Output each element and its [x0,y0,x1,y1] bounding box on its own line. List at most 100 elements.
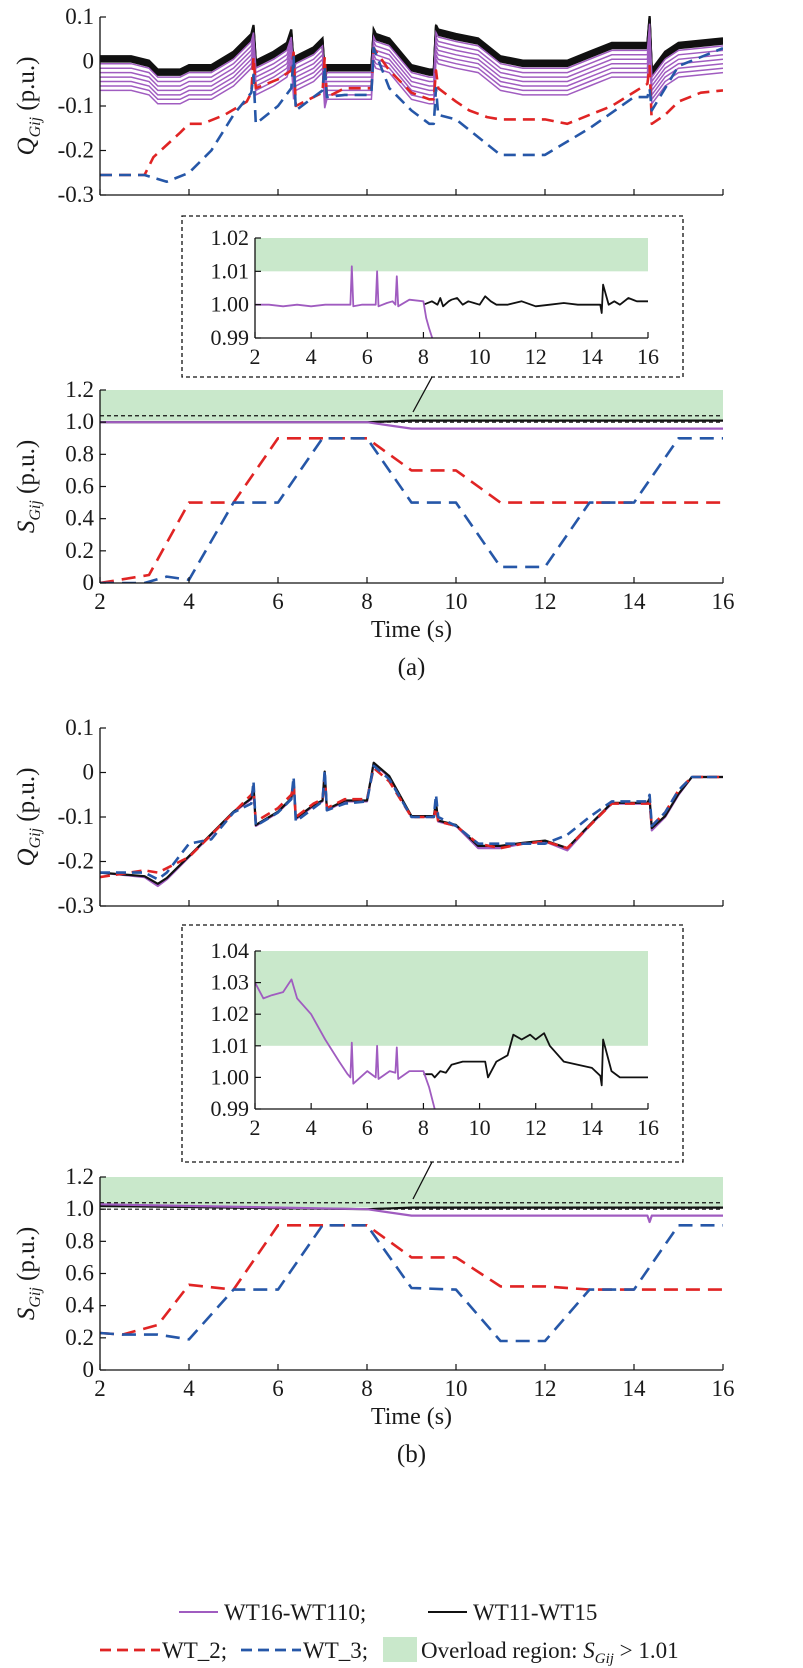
y-axis-label: SGij (p.u.) [13,440,44,533]
series-wt11_wt15 [100,761,723,885]
inset-connector-a [412,376,433,413]
series-wt16_wt110 [100,1203,723,1224]
legend-label-wt-3: WT_3; [303,1638,368,1663]
series-wt_3 [100,1224,723,1343]
legend-label-overload: Overload region: SGij > 1.01 [421,1638,679,1667]
series-wt16_wt110 [100,23,723,82]
y-label-sub: Gij [27,1287,44,1308]
overload-region [255,238,648,272]
y-tick-label: 0.6 [65,474,94,499]
x-tick-label: 14 [581,344,603,369]
y-tick-label: 0 [83,760,95,785]
x-tick-label: 16 [712,1376,735,1401]
y-tick-label: 0.6 [65,1261,94,1286]
panel-label: (b) [397,1441,426,1468]
y-axis-label: QGij (p.u.) [13,768,44,867]
y-tick-label: 1.00 [211,292,250,317]
y-tick-label: -0.3 [58,893,94,918]
x-tick-label: 16 [712,589,735,614]
legend-label-wt-2: WT_2; [162,1638,227,1663]
x-tick-label: 6 [362,1115,373,1140]
series-group [100,419,723,583]
y-tick-label: 0 [83,1357,95,1382]
series-group [100,761,723,888]
x-tick-label: 8 [418,344,429,369]
x-tick-label: 6 [272,1376,284,1401]
x-tick-label: 16 [637,344,659,369]
x-tick-label: 14 [623,589,647,614]
y-label-unit: (p.u.) [13,768,40,828]
inset-frame-a [181,215,684,378]
x-tick-label: 12 [534,1376,557,1401]
y-tick-label: 0.8 [65,441,94,466]
y-label-sub: Gij [27,500,44,521]
y-label-sub: Gij [27,116,44,137]
y-label-var: Q [13,137,40,155]
y-tick-label: 0.1 [65,715,94,740]
x-tick-label: 10 [445,589,468,614]
x-tick-label: 10 [469,1115,491,1140]
y-tick-label: 1.00 [211,1064,250,1089]
legend-overload-sub: Gij [595,1651,614,1667]
x-tick-label: 4 [183,1376,195,1401]
y-tick-label: 1.01 [211,258,250,283]
x-tick-label: 8 [418,1115,429,1140]
chart-a-q: -0.3 -0.2 -0.1 0 0.1 QGij (p.u.) [13,4,724,207]
legend-label-wt16-wt110: WT16-WT110; [224,1600,366,1625]
overload-region [255,951,648,1046]
y-tick-label: 0 [83,570,95,595]
x-tick-label: 2 [94,1376,106,1401]
y-tick-label: 1.02 [211,1001,250,1026]
x-axis-label: Time (s) [371,617,452,643]
y-label-var: S [13,520,40,533]
y-tick-label: 0.8 [65,1228,94,1253]
y-label-var: Q [13,848,40,866]
y-tick-label: -0.1 [58,804,94,829]
y-label-unit: (p.u.) [13,1227,40,1287]
y-tick-label: 1.03 [211,970,250,995]
x-tick-label: 14 [581,1115,603,1140]
series-wt_2 [100,1224,723,1336]
x-tick-label: 8 [361,589,373,614]
legend: WT16-WT110; WT11-WT15 WT_2; WT_3; Overload r… [100,1600,679,1667]
x-tick-label: 16 [637,1115,659,1140]
y-tick-label: 1.0 [65,409,94,434]
series-wt_2 [100,437,723,583]
y-tick-label: 1.0 [65,1196,94,1221]
y-label-var: S [13,1307,40,1320]
y-tick-label: -0.2 [58,849,94,874]
series-wt_3 [100,437,723,583]
x-tick-label: 10 [469,344,491,369]
x-tick-label: 12 [534,589,557,614]
x-tick-label: 10 [445,1376,468,1401]
series-group [255,265,648,338]
series-wt11_wt15 [423,1032,648,1087]
legend-label-wt11-wt15: WT11-WT15 [473,1600,597,1625]
y-tick-label: 0.99 [211,325,250,350]
x-axis-label: Time (s) [371,1404,452,1430]
y-tick-label: 0.99 [211,1096,250,1121]
x-tick-label: 4 [306,1115,317,1140]
chart-b-q: -0.3 -0.2 -0.1 0 0.1 QGij (p.u.) [13,715,724,918]
series-wt_2 [100,766,723,879]
series-wt16_wt110 [100,762,723,888]
y-tick-label: 0.4 [65,1293,94,1318]
x-tick-label: 4 [306,344,317,369]
x-tick-label: 4 [183,589,195,614]
x-tick-label: 14 [623,1376,647,1401]
x-tick-label: 6 [362,344,373,369]
x-tick-label: 12 [525,1115,547,1140]
x-tick-label: 2 [94,589,106,614]
series-wt11_wt15 [423,283,648,314]
y-tick-label: 1.01 [211,1033,250,1058]
series-group [100,16,723,183]
chart-b-s: 0 0.2 0.4 0.6 0.8 1.0 1.2 2 4 6 8 10 12 14 16 Time (s) S… [13,1164,735,1430]
x-tick-label: 2 [250,1115,261,1140]
y-tick-label: 1.2 [65,1164,94,1189]
series-wt_3 [100,764,723,881]
chart-b-inset: 0.99 1.00 1.01 1.02 1.03 1.04 2 4 6 8 10 12 14 16 [211,938,660,1140]
chart-a-s: 0 0.2 0.4 0.6 0.8 1.0 1.2 2 4 6 8 10 12 14 16 Time (s) S… [13,377,735,643]
panel-label: (a) [398,654,426,681]
